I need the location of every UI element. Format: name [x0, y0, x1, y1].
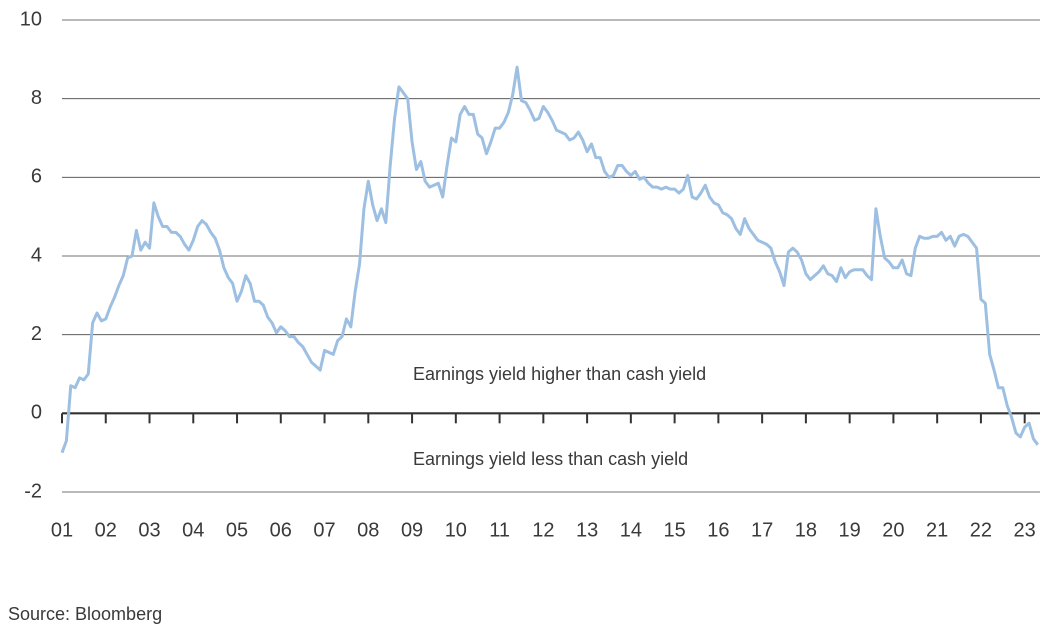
annotation: Earnings yield higher than cash yield [413, 364, 706, 384]
y-tick-label: 8 [31, 87, 42, 109]
y-tick-label: 0 [31, 402, 42, 424]
x-tick-label: 23 [1014, 519, 1036, 541]
x-tick-label: 13 [576, 519, 598, 541]
x-tick-label: 05 [226, 519, 248, 541]
x-tick-label: 20 [882, 519, 904, 541]
x-tick-label: 01 [51, 519, 73, 541]
x-tick-label: 15 [663, 519, 685, 541]
x-tick-label: 02 [95, 519, 117, 541]
line [60, 65, 1040, 454]
x-tick-label: 07 [313, 519, 335, 541]
annotation: Earnings yield less than cash yield [413, 449, 688, 469]
y-tick-label: 4 [31, 244, 42, 266]
y-tick-label: 6 [31, 166, 42, 188]
x-tick-label: 09 [401, 519, 423, 541]
x-tick-label: 11 [489, 519, 510, 541]
x-tick-label: 04 [182, 519, 204, 541]
x-tick-label: 17 [751, 519, 773, 541]
x-tick-label: 10 [445, 519, 467, 541]
x-tick-label: 14 [620, 519, 642, 541]
x-tick-label: 21 [926, 519, 948, 541]
source: Source: Bloomberg [8, 604, 162, 624]
x-tick-label: 18 [795, 519, 817, 541]
y-tick-label: -2 [24, 480, 42, 502]
x-tick-label: 08 [357, 519, 379, 541]
x-tick-label: 16 [707, 519, 729, 541]
x-tick-label: 03 [138, 519, 160, 541]
x-tick-label: 19 [839, 519, 861, 541]
x-tick-label: 12 [532, 519, 554, 541]
y-tick-label: 10 [20, 8, 42, 30]
y-tick-label: 2 [31, 323, 42, 345]
x-tick-label: 06 [270, 519, 292, 541]
x-tick-label: 22 [970, 519, 992, 541]
